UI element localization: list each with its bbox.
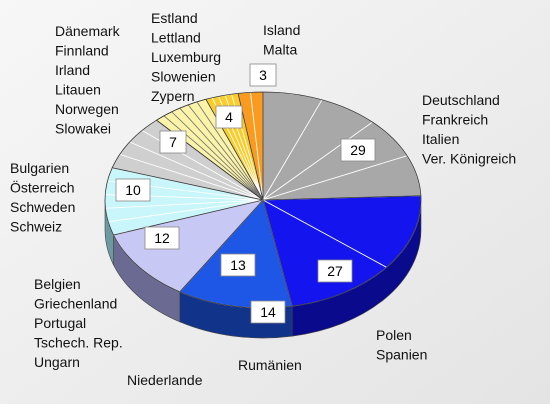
value-label-8: 3 bbox=[249, 63, 277, 87]
value-label-1: 27 bbox=[317, 259, 353, 283]
category-label-line: Portugal bbox=[34, 315, 86, 331]
pie-slices bbox=[104, 91, 422, 309]
pie-slice-outline bbox=[262, 91, 422, 201]
category-label-line: Rumänien bbox=[238, 357, 302, 373]
value-box bbox=[220, 253, 256, 277]
value-box bbox=[115, 178, 151, 202]
pie-slice-outline bbox=[237, 91, 264, 201]
category-label-line: Ungarn bbox=[34, 354, 80, 370]
value-text: 29 bbox=[350, 142, 366, 158]
value-text: 3 bbox=[259, 67, 267, 83]
category-label-line: Polen bbox=[376, 327, 412, 343]
category-label-line: Irland bbox=[55, 62, 90, 78]
category-label-line: Island bbox=[263, 22, 300, 38]
value-box bbox=[159, 130, 187, 154]
value-box bbox=[250, 300, 286, 324]
category-label-line: Dänemark bbox=[55, 23, 121, 39]
value-text: 7 bbox=[169, 134, 177, 150]
category-label-line: Tschech. Rep. bbox=[34, 335, 123, 351]
category-label-line: Estland bbox=[151, 10, 198, 26]
value-label-6: 7 bbox=[159, 130, 187, 154]
category-label-6: Dänemark Finnland Irland Litauen Norwegen Slo… bbox=[55, 23, 121, 137]
value-label-4: 12 bbox=[144, 226, 180, 250]
category-label-line: Finnland bbox=[55, 43, 109, 59]
value-box bbox=[144, 226, 180, 250]
value-box bbox=[215, 105, 243, 129]
pie-slice-1 bbox=[261, 195, 422, 307]
pie-slice-outline bbox=[179, 199, 293, 309]
category-label-line: Slowenien bbox=[151, 69, 216, 85]
category-label-line: Österreich bbox=[10, 179, 75, 196]
category-label-line: Slowakei bbox=[55, 121, 111, 137]
category-label-7: Estland Lettland Luxemburg Slowenien Zypern bbox=[151, 10, 221, 104]
value-box bbox=[249, 63, 277, 87]
category-label-line: Litauen bbox=[55, 82, 101, 98]
value-label-2: 14 bbox=[250, 300, 286, 324]
value-text: 4 bbox=[225, 109, 233, 125]
category-label-0: Deutschland Frankreich Italien Ver. Königre… bbox=[422, 92, 516, 167]
category-label-line: Malta bbox=[263, 42, 297, 58]
pie-slice-outline bbox=[112, 199, 265, 293]
category-label-8: Island Malta bbox=[263, 22, 300, 58]
category-label-3: Niederlande bbox=[127, 372, 203, 388]
value-label-0: 29 bbox=[340, 138, 376, 162]
category-label-line: Schweden bbox=[10, 199, 75, 215]
category-label-line: Schweiz bbox=[10, 219, 62, 235]
category-label-line: Deutschland bbox=[422, 92, 500, 108]
category-label-line: Luxemburg bbox=[151, 49, 221, 65]
category-label-line: Lettland bbox=[151, 30, 201, 46]
value-labels: 29 27 14 13 12 10 7 4 3 bbox=[115, 63, 376, 324]
category-label-line: Bulgarien bbox=[10, 160, 69, 176]
pie-slice-3 bbox=[112, 199, 265, 293]
pie-slice-8 bbox=[237, 91, 264, 201]
pie-slice-outline bbox=[262, 195, 422, 307]
category-label-line: Ver. Königreich bbox=[422, 151, 516, 167]
category-label-line: Griechenland bbox=[34, 296, 117, 312]
value-text: 12 bbox=[154, 230, 170, 246]
pie-slice-6 bbox=[155, 98, 264, 201]
value-label-5: 10 bbox=[115, 178, 151, 202]
category-label-4: Belgien Griechenland Portugal Tschech. Rep.… bbox=[34, 276, 123, 370]
value-text: 10 bbox=[125, 182, 141, 198]
category-label-line: Frankreich bbox=[422, 112, 488, 128]
category-label-line: Belgien bbox=[34, 276, 81, 292]
category-label-line: Italien bbox=[422, 131, 459, 147]
pie-slice-outline bbox=[104, 167, 264, 236]
category-label-line: Zypern bbox=[151, 88, 195, 104]
category-label-5: Bulgarien Österreich Schweden Schweiz bbox=[10, 160, 75, 235]
value-box bbox=[317, 259, 353, 283]
category-label-1: Polen Spanien bbox=[376, 327, 427, 363]
category-label-line: Spanien bbox=[376, 347, 427, 363]
value-label-7: 4 bbox=[215, 105, 243, 129]
value-text: 13 bbox=[230, 257, 246, 273]
value-text: 27 bbox=[327, 263, 343, 279]
value-text: 14 bbox=[260, 304, 276, 320]
pie-sides bbox=[104, 199, 422, 339]
category-label-2: Rumänien bbox=[238, 357, 302, 373]
category-label-line: Norwegen bbox=[55, 101, 119, 117]
category-labels: Deutschland Frankreich Italien Ver. Königre… bbox=[10, 10, 516, 388]
category-label-line: Niederlande bbox=[127, 372, 203, 388]
value-box bbox=[340, 138, 376, 162]
value-label-3: 13 bbox=[220, 253, 256, 277]
